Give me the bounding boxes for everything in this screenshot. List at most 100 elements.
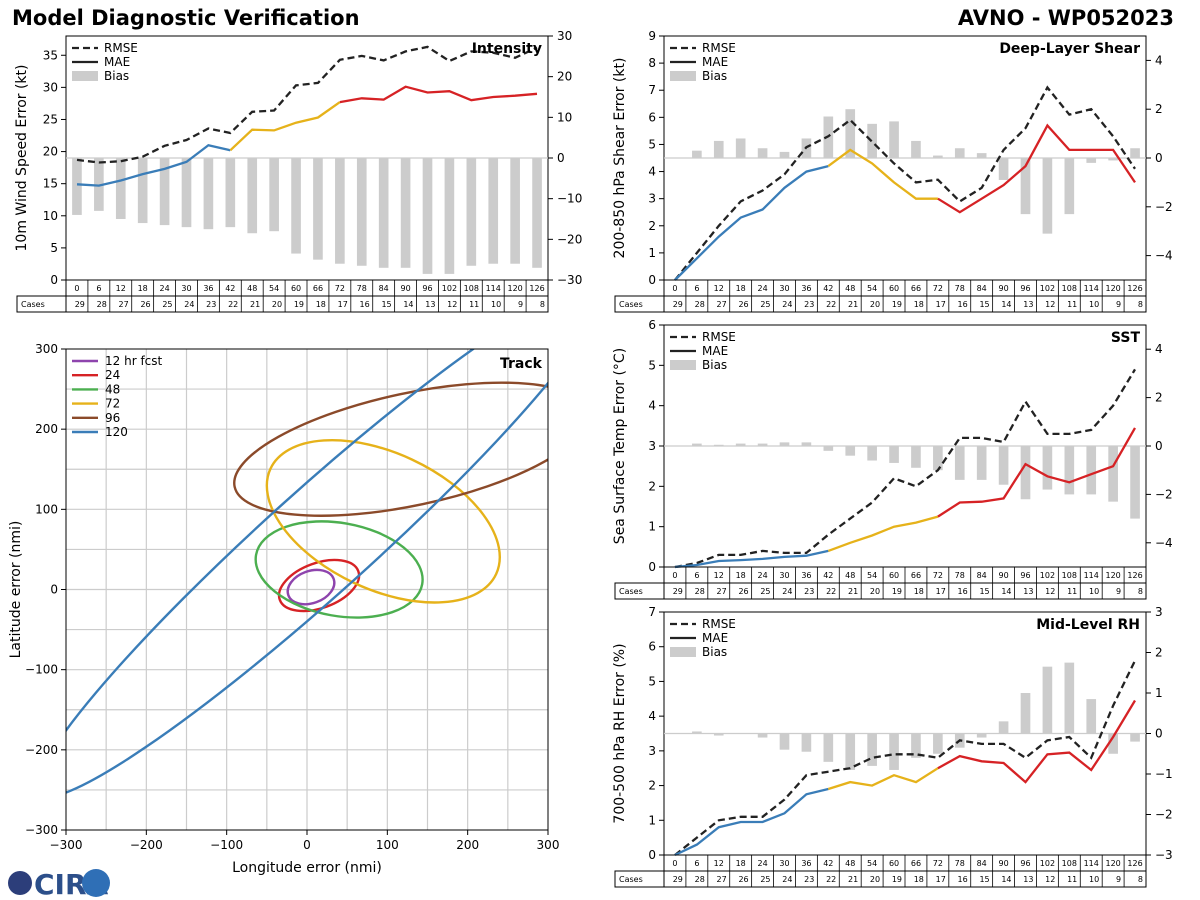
intensity-hour-label: 108 xyxy=(464,284,479,293)
intensity-bias-bar xyxy=(291,158,301,254)
sst-case-count: 26 xyxy=(738,587,748,596)
shear-hour-label: 60 xyxy=(889,284,899,293)
intensity-hour-label: 102 xyxy=(442,284,457,293)
intensity-case-count: 28 xyxy=(97,300,107,309)
shear-bias-bar xyxy=(1130,148,1140,158)
shear-case-count: 25 xyxy=(760,300,770,309)
intensity-ytick-label: 30 xyxy=(43,80,58,94)
track-legend-label: 72 xyxy=(105,397,120,411)
shear-legend-mae: MAE xyxy=(702,55,728,69)
shear-ytick-label: 7 xyxy=(648,83,656,97)
shear-case-count: 15 xyxy=(979,300,989,309)
shear-case-count: 19 xyxy=(892,300,902,309)
sst-rmse-line xyxy=(674,368,1136,569)
sst-case-count: 9 xyxy=(1116,587,1121,596)
rh-hour-label: 114 xyxy=(1084,859,1099,868)
shear-hour-label: 48 xyxy=(845,284,855,293)
shear-ytick-label: 9 xyxy=(648,29,656,43)
rh-hour-label: 102 xyxy=(1040,859,1055,868)
sst-bias-bar xyxy=(779,442,790,446)
rh-hour-label: 78 xyxy=(955,859,965,868)
shear-y2tick-label: −4 xyxy=(1155,249,1173,263)
sst-case-count: 27 xyxy=(717,587,727,596)
intensity-case-count: 18 xyxy=(316,300,326,309)
intensity-hour-label: 126 xyxy=(529,284,544,293)
intensity-ytick-label: 35 xyxy=(43,48,58,62)
intensity-case-count: 11 xyxy=(469,300,479,309)
rh-case-count: 24 xyxy=(782,875,792,884)
shear-case-count: 21 xyxy=(848,300,858,309)
rh-case-count: 10 xyxy=(1089,875,1099,884)
shear-legend-bias: Bias xyxy=(702,69,727,83)
intensity-hour-label: 36 xyxy=(203,284,213,293)
shear-hour-label: 30 xyxy=(779,284,789,293)
rh-bias-bar xyxy=(998,721,1009,734)
sst-bias-bar xyxy=(976,446,987,480)
rh-case-count: 15 xyxy=(979,875,989,884)
rh-hour-label: 42 xyxy=(823,859,833,868)
track-ylabel: Latitude error (nmi) xyxy=(8,521,24,659)
rh-y2tick-label: 2 xyxy=(1155,646,1163,660)
sst-title: SST xyxy=(1111,330,1141,346)
sst-case-count: 22 xyxy=(826,587,836,596)
rh-bias-bar xyxy=(911,733,921,758)
sst-case-count: 16 xyxy=(958,587,968,596)
rh-case-count: 27 xyxy=(717,875,727,884)
shear-bias-bar xyxy=(757,148,768,158)
shear-ytick-label: 2 xyxy=(648,219,656,233)
track-legend-label: 120 xyxy=(105,425,128,439)
sst-ytick-label: 2 xyxy=(648,479,656,493)
shear-ytick-label: 3 xyxy=(648,192,656,206)
intensity-title: Intensity xyxy=(472,41,542,57)
sst-hour-label: 78 xyxy=(955,571,965,580)
track-ytick-label: 300 xyxy=(35,342,58,356)
rh-hour-label: 48 xyxy=(845,859,855,868)
intensity-y2tick-label: −10 xyxy=(557,192,582,206)
shear-ytick-label: 4 xyxy=(648,165,656,179)
shear-ytick-label: 6 xyxy=(648,110,656,124)
sst-case-count: 24 xyxy=(782,587,792,596)
rh-hour-label: 30 xyxy=(779,859,789,868)
rh-case-count: 28 xyxy=(695,875,705,884)
rh-hour-label: 96 xyxy=(1020,859,1030,868)
track-ellipse-12-hr-fcst xyxy=(286,568,336,606)
intensity-hour-label: 60 xyxy=(291,284,301,293)
rh-ytick-label: 1 xyxy=(648,813,656,827)
sst-bias-bar xyxy=(889,446,899,463)
sst-hour-label: 18 xyxy=(736,571,746,580)
sst-hour-label: 42 xyxy=(823,571,833,580)
intensity-case-count: 16 xyxy=(360,300,370,309)
intensity-cases-label: Cases xyxy=(21,300,45,309)
sst-case-count: 23 xyxy=(804,587,814,596)
track-ytick-label: −200 xyxy=(25,743,58,757)
intensity-ytick-label: 25 xyxy=(43,112,58,126)
intensity-ytick-label: 15 xyxy=(43,177,58,191)
sst-case-count: 19 xyxy=(892,587,902,596)
intensity-mae-line-red xyxy=(339,85,538,104)
intensity-hour-label: 24 xyxy=(159,284,169,293)
intensity-hour-label: 48 xyxy=(247,284,257,293)
shear-case-count: 16 xyxy=(958,300,968,309)
sst-ytick-label: 0 xyxy=(648,560,656,574)
rh-hour-label: 18 xyxy=(736,859,746,868)
shear-case-count: 14 xyxy=(1001,300,1011,309)
shear-case-count: 24 xyxy=(782,300,792,309)
shear-legend-bias-swatch xyxy=(670,71,696,81)
intensity-bias-bar xyxy=(356,158,367,266)
intensity-bias-bar xyxy=(532,158,542,268)
sst-hour-label: 84 xyxy=(977,571,987,580)
intensity-bias-bar xyxy=(72,158,82,215)
intensity-bias-bar xyxy=(269,158,279,232)
sst-ytick-label: 4 xyxy=(648,399,656,413)
shear-rmse-line xyxy=(674,85,1136,281)
intensity-ytick-label: 20 xyxy=(43,145,58,159)
shear-bias-bar xyxy=(692,150,702,158)
track-ellipse-24 xyxy=(277,558,361,613)
track-xtick-label: 300 xyxy=(537,838,560,852)
sst-case-count: 20 xyxy=(870,587,880,596)
shear-case-count: 27 xyxy=(717,300,727,309)
intensity-hour-label: 6 xyxy=(96,284,101,293)
shear-case-count: 26 xyxy=(738,300,748,309)
shear-ytick-label: 8 xyxy=(648,56,656,70)
sst-hour-label: 90 xyxy=(998,571,1008,580)
